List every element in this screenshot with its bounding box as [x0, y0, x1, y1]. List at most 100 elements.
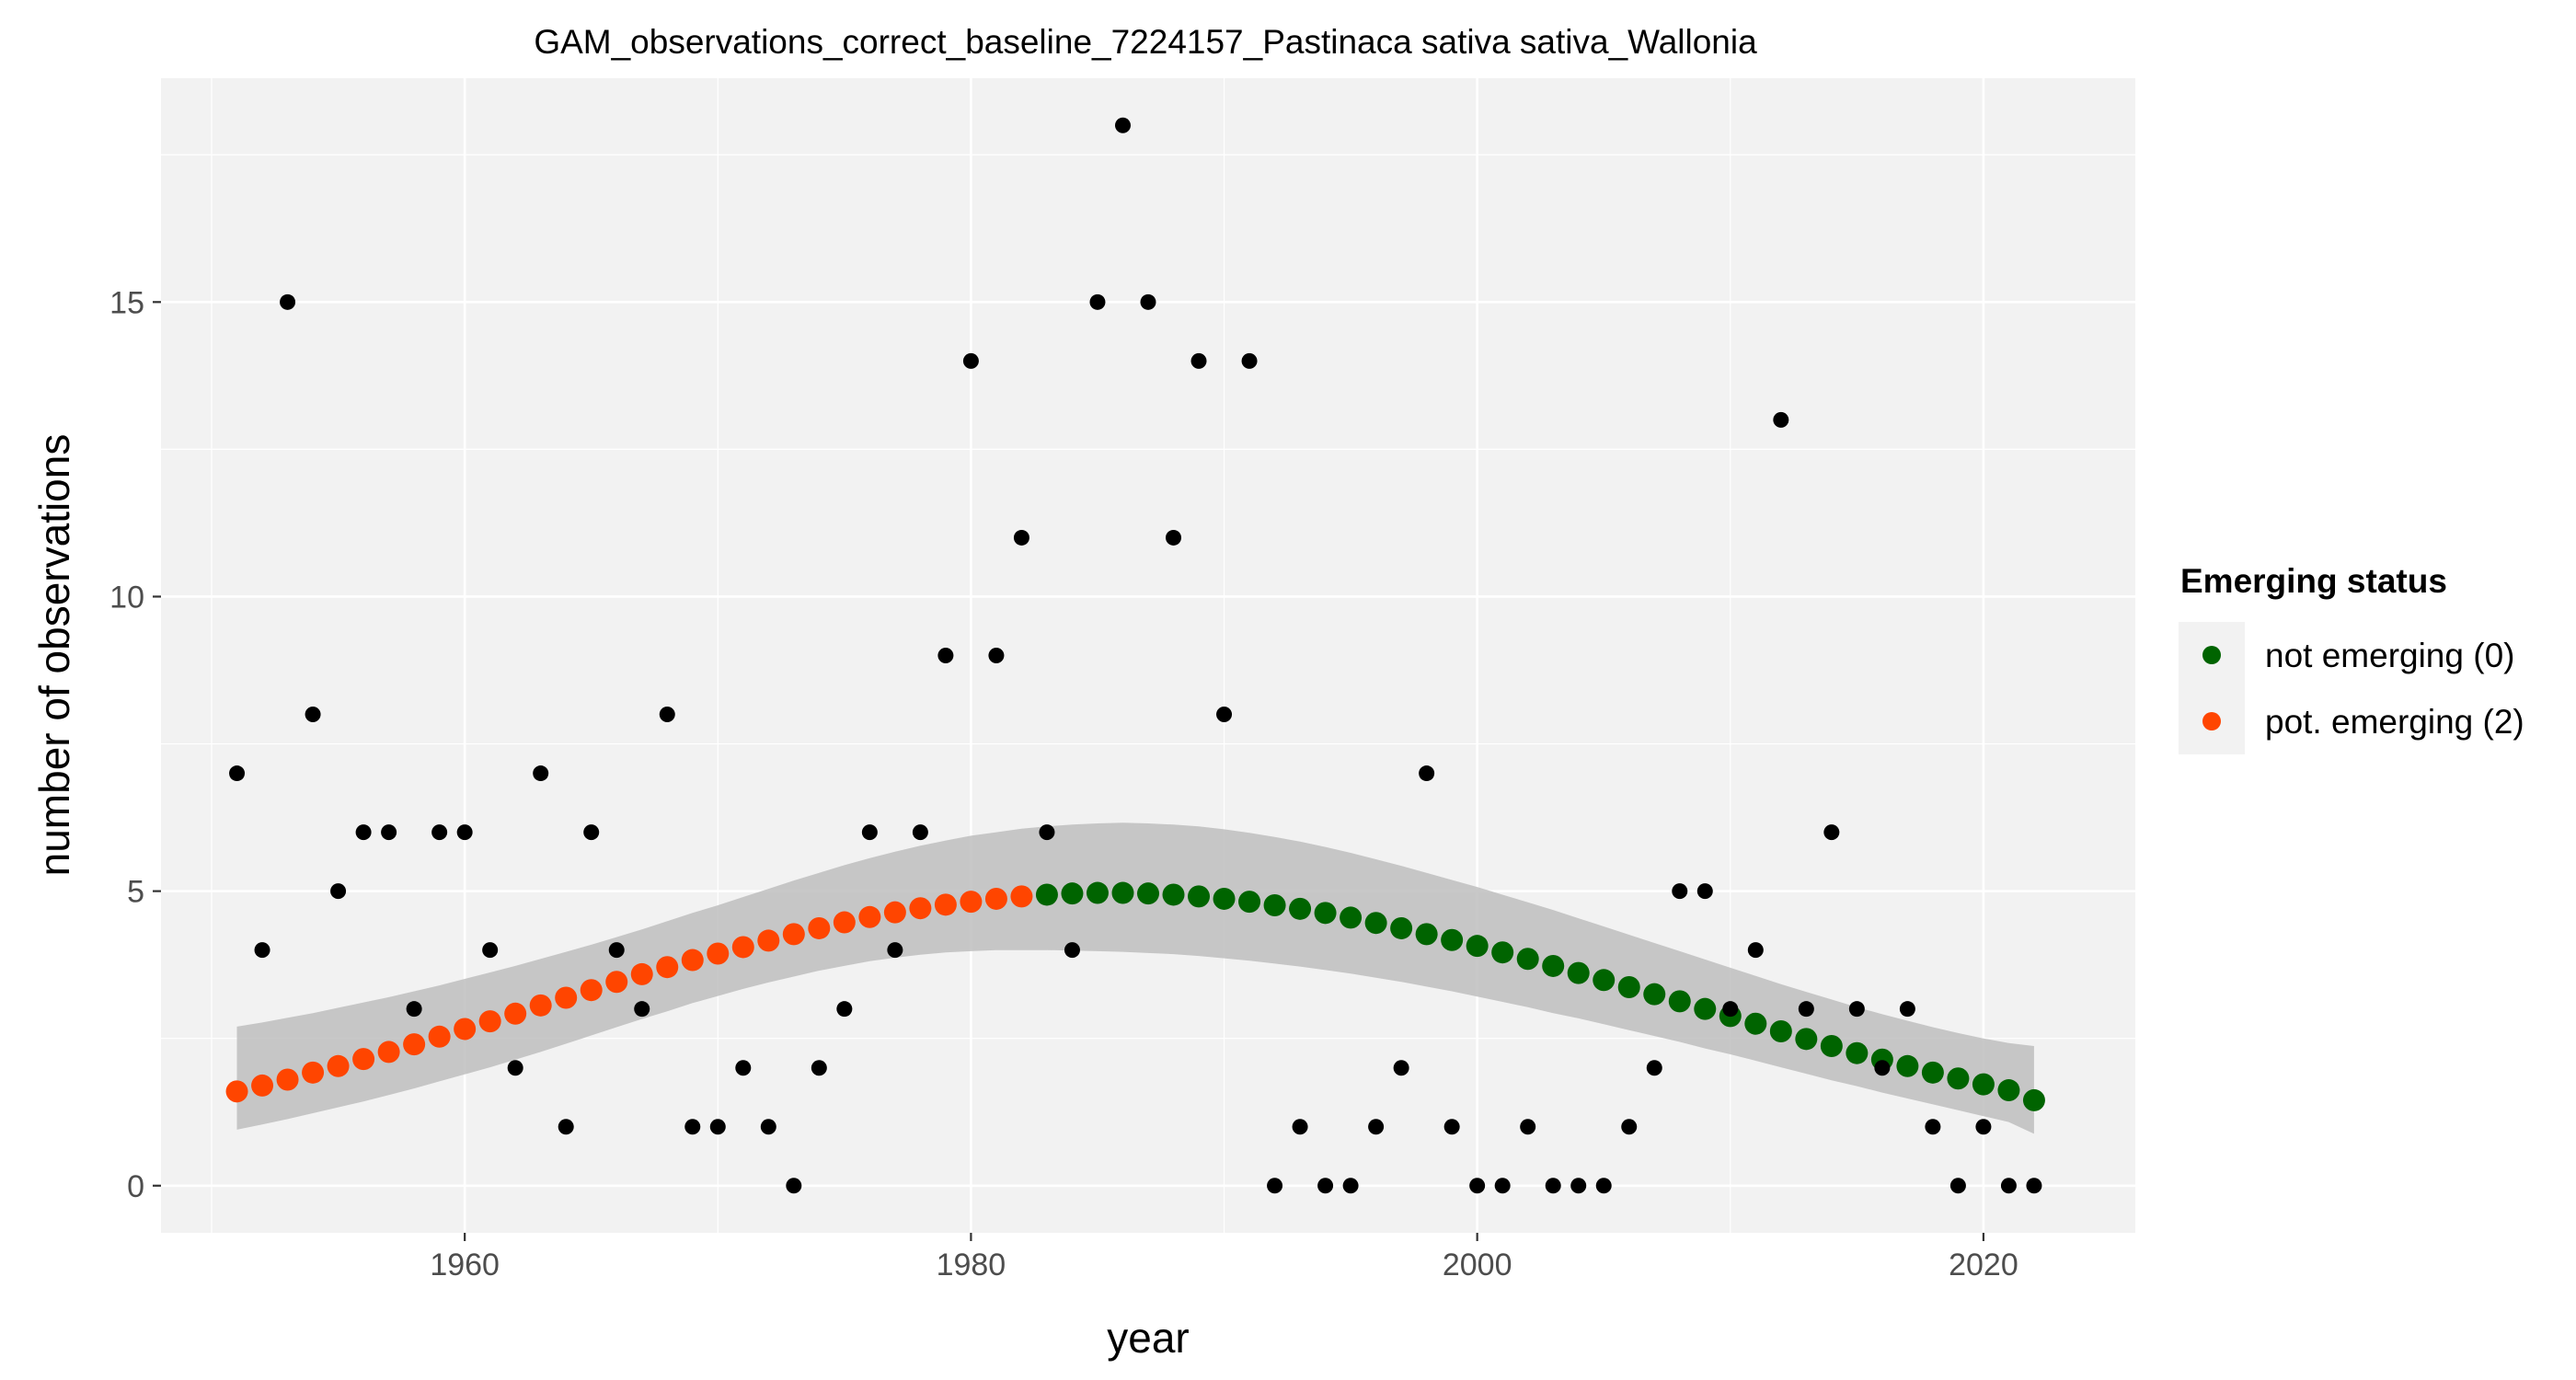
observed-point: [659, 707, 675, 723]
observed-point: [1114, 117, 1131, 133]
observed-point: [1494, 1178, 1511, 1194]
observed-point: [1621, 1119, 1638, 1135]
fitted-point-pot-emerging: [377, 1041, 400, 1064]
observed-point: [355, 824, 372, 841]
observed-point: [709, 1119, 726, 1135]
fitted-point-pot-emerging: [403, 1033, 426, 1056]
fitted-point-pot-emerging: [707, 942, 730, 965]
observed-points: [229, 117, 2042, 1194]
legend-label-pot-emerging: pot. emerging (2): [2265, 703, 2524, 741]
observed-point: [1874, 1060, 1891, 1076]
fitted-point-pot-emerging: [478, 1010, 501, 1033]
fitted-point-pot-emerging: [251, 1074, 274, 1097]
fitted-point-pot-emerging: [580, 979, 603, 1002]
observed-point: [1419, 765, 1435, 782]
y-axis-title: number of observations: [30, 434, 78, 877]
observed-point: [1216, 707, 1233, 723]
chart-title: GAM_observations_correct_baseline_722415…: [534, 23, 1757, 61]
fitted-point-not-emerging: [1921, 1061, 1944, 1084]
fitted-point-pot-emerging: [352, 1048, 375, 1071]
fitted-point-pot-emerging: [960, 891, 983, 914]
fitted-point-not-emerging: [1364, 912, 1387, 935]
observed-point: [1975, 1119, 1992, 1135]
observed-point: [583, 824, 600, 841]
observed-point: [1064, 942, 1080, 959]
observed-point: [1469, 1178, 1486, 1194]
observed-point: [836, 1001, 853, 1018]
fitted-point-pot-emerging: [454, 1018, 477, 1041]
confidence-band: [236, 822, 2034, 1134]
fitted-point-not-emerging: [1997, 1079, 2020, 1102]
fitted-point-not-emerging: [1314, 902, 1337, 925]
observed-point: [1595, 1178, 1612, 1194]
fitted-point-not-emerging: [1415, 923, 1438, 946]
observed-point: [735, 1060, 752, 1076]
observed-point: [1696, 883, 1713, 900]
fitted-point-not-emerging: [1466, 935, 1489, 958]
x-tick-label: 2000: [1443, 1248, 1512, 1282]
observed-point: [937, 648, 954, 663]
fitted-point-pot-emerging: [808, 916, 831, 939]
observed-point: [229, 765, 246, 782]
legend-title: Emerging status: [2180, 562, 2447, 600]
observed-point: [280, 293, 296, 310]
fitted-point-pot-emerging: [327, 1054, 350, 1077]
fitted-point-pot-emerging: [656, 956, 679, 979]
fitted-point-pot-emerging: [782, 923, 805, 946]
fitted-point-not-emerging: [1643, 983, 1666, 1006]
fitted-point-not-emerging: [1238, 891, 1261, 914]
observed-point: [887, 942, 903, 959]
fitted-point-not-emerging: [1744, 1012, 1767, 1035]
fitted-point-pot-emerging: [984, 887, 1007, 910]
observed-point: [912, 824, 928, 841]
observed-point: [1823, 824, 1840, 841]
fitted-point-pot-emerging: [858, 905, 881, 928]
observed-point: [1190, 352, 1207, 369]
legend-keys-background: [2179, 622, 2245, 754]
fitted-point-not-emerging: [1111, 881, 1134, 904]
observed-point: [558, 1119, 574, 1135]
fitted-point-pot-emerging: [504, 1002, 527, 1025]
observed-point: [1089, 293, 1106, 310]
observed-point: [431, 824, 448, 841]
fitted-point-pot-emerging: [276, 1068, 299, 1091]
fitted-point-not-emerging: [1846, 1041, 1869, 1064]
fitted-point-pot-emerging: [225, 1080, 248, 1103]
observed-point: [760, 1119, 776, 1135]
observed-point: [533, 765, 549, 782]
observed-point: [2000, 1178, 2017, 1194]
fitted-point-not-emerging: [1972, 1073, 1995, 1096]
observed-point: [811, 1060, 827, 1076]
fitted-point-not-emerging: [1947, 1067, 1970, 1090]
observed-point: [1722, 1001, 1739, 1018]
y-tick-label: 10: [109, 580, 144, 615]
observed-point: [1166, 529, 1182, 546]
x-tick-label: 1960: [430, 1248, 500, 1282]
y-tick-label: 5: [127, 875, 144, 910]
fitted-point-pot-emerging: [934, 893, 957, 916]
fitted-point-pot-emerging: [630, 962, 653, 985]
fitted-point-not-emerging: [1593, 969, 1616, 992]
observed-point: [1773, 411, 1789, 428]
observed-point: [1013, 529, 1029, 546]
observed-point: [1241, 352, 1258, 369]
fitted-point-not-emerging: [1390, 916, 1413, 939]
observed-point: [305, 707, 321, 723]
observed-point: [988, 648, 1005, 663]
fitted-point-not-emerging: [1567, 961, 1590, 984]
fitted-point-not-emerging: [1516, 948, 1539, 971]
x-axis-title: year: [1107, 1314, 1189, 1362]
observed-point: [1949, 1178, 1966, 1194]
observed-point: [2026, 1178, 2042, 1194]
y-tick-label: 0: [127, 1169, 144, 1204]
legend: Emerging status not emerging (0) pot. em…: [2179, 562, 2524, 754]
observed-point: [1039, 824, 1055, 841]
observed-point: [330, 883, 347, 900]
fitted-point-pot-emerging: [909, 897, 932, 920]
observed-point: [608, 942, 625, 959]
fitted-point-not-emerging: [1289, 897, 1312, 920]
fitted-point-not-emerging: [1896, 1054, 1919, 1077]
fitted-point-not-emerging: [1188, 885, 1211, 908]
fitted-point-not-emerging: [1617, 975, 1640, 998]
fitted-point-not-emerging: [1035, 883, 1058, 906]
